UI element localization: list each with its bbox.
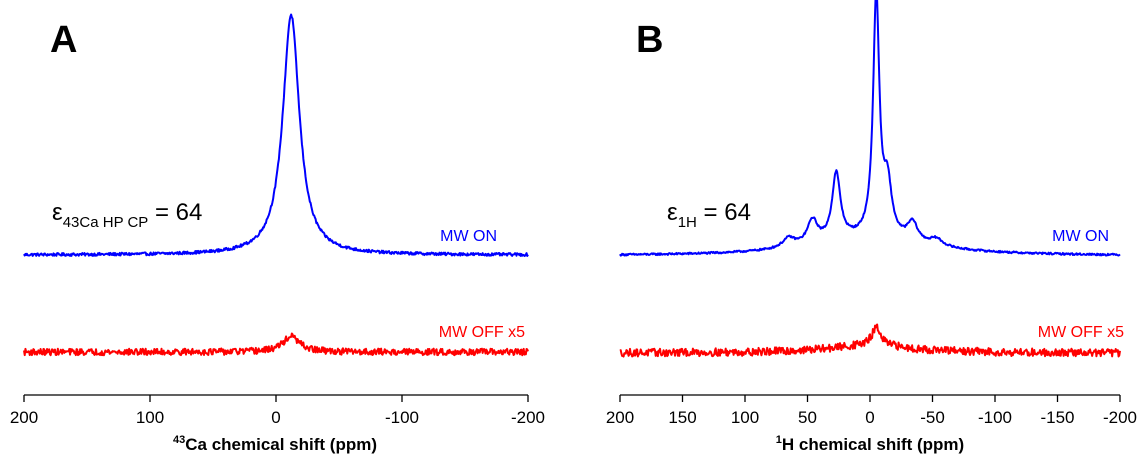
- panel-b-tick-label: 0: [865, 408, 874, 427]
- panel-b-tick-label: -200: [1103, 408, 1137, 427]
- panel-a-xlabel-sup: 43: [173, 434, 185, 446]
- panel-b-series-mw-off-label: MW OFF x5: [1038, 324, 1124, 341]
- panel-a-x-axis-label: 43Ca chemical shift (ppm): [173, 434, 377, 454]
- panel-b-enhancement-annotation: ε1H = 64: [667, 199, 751, 231]
- panel-a-series-mw-off-line: [23, 332, 529, 357]
- panel-a-enhancement-annotation: ε43Ca HP CP = 64: [52, 199, 202, 231]
- panel-a-series-mw-off-label: MW OFF x5: [439, 324, 525, 341]
- panel-a-letter: A: [50, 19, 77, 61]
- panel-b-x-axis-label: 1H chemical shift (ppm): [776, 434, 964, 454]
- panel-b-series-mw-on-line: [619, 0, 1121, 257]
- panel-b-series-mw-on-label: MW ON: [1052, 228, 1109, 245]
- panel-a-tick-label: 0: [271, 408, 280, 427]
- panel-a-annotation-sub: 43Ca HP CP: [63, 214, 149, 231]
- panel-b-tick-label: -100: [978, 408, 1012, 427]
- panel-b-tick-label: 50: [798, 408, 817, 427]
- panel-a-series-mw-on-line: [23, 13, 529, 257]
- panel-b-tick-label: 150: [668, 408, 696, 427]
- panel-b-traces: MW ON MW OFF x5: [619, 0, 1124, 358]
- panel-a-series-mw-on-label: MW ON: [440, 228, 497, 245]
- panel-a-tick-label: 200: [10, 408, 38, 427]
- panel-a-tick-label: -200: [511, 408, 545, 427]
- panel-a-tick-label: 100: [136, 408, 164, 427]
- panel-b-series-mw-off-line: [619, 323, 1121, 358]
- panel-b-ticks: 200 150 100 50 0 -50 -100 -150 -200: [606, 395, 1137, 427]
- panel-b: B ε1H = 64 MW ON MW OFF x5 200 150 100 50 0 -5…: [606, 0, 1137, 454]
- panel-a-annotation-symbol: ε: [52, 199, 63, 226]
- panel-b-tick-label: -50: [920, 408, 945, 427]
- panel-b-tick-label: -150: [1040, 408, 1074, 427]
- panel-b-xlabel-main: H chemical shift (ppm): [782, 435, 964, 454]
- panel-b-annotation-sub: 1H: [678, 214, 697, 231]
- panel-b-letter: B: [636, 19, 663, 61]
- panel-a-xlabel-main: Ca chemical shift (ppm): [185, 435, 377, 454]
- panel-b-annotation-symbol: ε: [667, 199, 678, 226]
- panel-a-tick-label: -100: [385, 408, 419, 427]
- panel-a-annotation-value: = 64: [148, 199, 202, 226]
- panel-a: A ε43Ca HP CP = 64 MW ON MW OFF x5 200 100…: [10, 13, 545, 454]
- panel-a-traces: MW ON MW OFF x5: [23, 13, 529, 357]
- panel-b-xlabel-sup: 1: [776, 434, 782, 446]
- panel-b-tick-label: 100: [731, 408, 759, 427]
- panel-a-ticks: 200 100 0 -100 -200: [10, 395, 545, 427]
- panel-b-tick-label: 200: [606, 408, 634, 427]
- panel-b-annotation-value: = 64: [697, 199, 751, 226]
